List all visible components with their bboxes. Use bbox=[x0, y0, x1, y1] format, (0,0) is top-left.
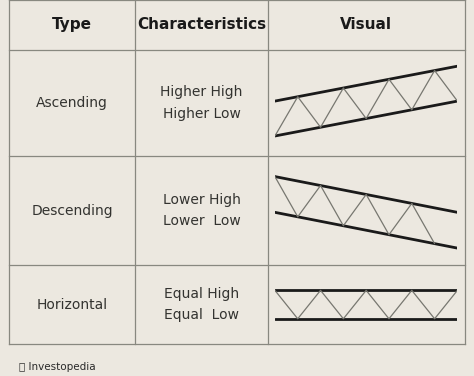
Text: Visual: Visual bbox=[340, 17, 392, 32]
Text: Higher High
Higher Low: Higher High Higher Low bbox=[160, 85, 243, 121]
Text: Lower High
Lower  Low: Lower High Lower Low bbox=[163, 193, 240, 228]
Text: Equal High
Equal  Low: Equal High Equal Low bbox=[164, 287, 239, 322]
Text: Descending: Descending bbox=[31, 203, 113, 218]
Text: Ascending: Ascending bbox=[36, 96, 108, 110]
Text: Type: Type bbox=[52, 17, 92, 32]
Text: Ⓢ Investopedia: Ⓢ Investopedia bbox=[19, 362, 96, 371]
Text: Characteristics: Characteristics bbox=[137, 17, 266, 32]
Text: Horizontal: Horizontal bbox=[36, 297, 108, 312]
